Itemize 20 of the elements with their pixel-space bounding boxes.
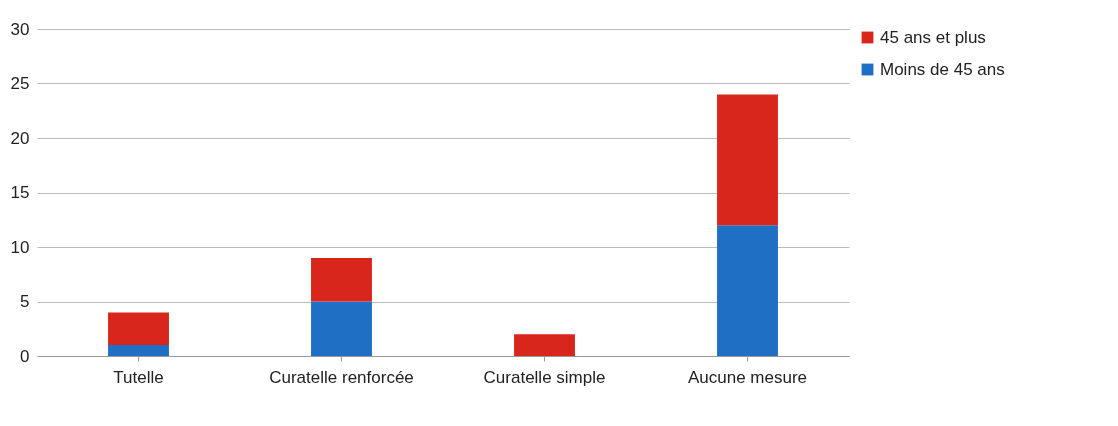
legend-label: 45 ans et plus <box>880 27 986 47</box>
bar <box>108 345 169 356</box>
y-tick-label: 15 <box>10 183 30 202</box>
y-tick-label: 10 <box>10 237 30 257</box>
bar <box>717 94 778 226</box>
x-tick-label: Aucune mesure <box>687 367 808 387</box>
y-tick-label: 30 <box>10 19 30 39</box>
x-tick-label: Curatelle renforcée <box>269 367 414 387</box>
x-tick-label: Curatelle simple <box>483 367 606 387</box>
bar <box>514 334 575 356</box>
y-tick-label: 25 <box>10 74 30 93</box>
bar <box>717 225 778 356</box>
y-tick-label: 5 <box>20 292 30 311</box>
y-tick-label: 20 <box>10 128 30 148</box>
legend-label: Moins de 45 ans <box>880 59 1005 79</box>
bar <box>311 257 372 302</box>
x-tick-label: Tutelle <box>113 367 164 387</box>
bar <box>311 301 372 356</box>
y-tick-label: 0 <box>20 346 30 366</box>
bar <box>108 312 169 346</box>
